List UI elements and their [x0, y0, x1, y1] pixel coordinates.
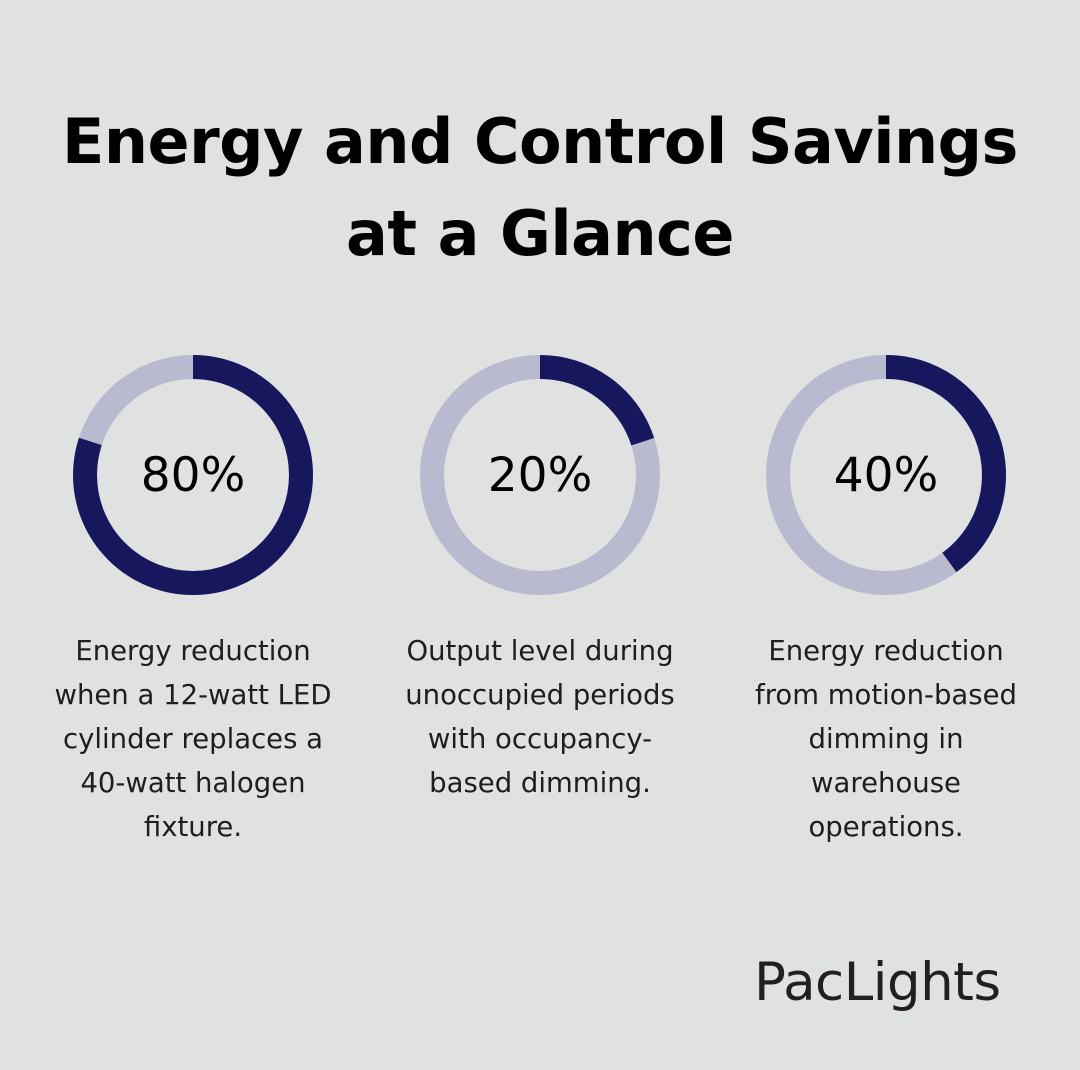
ring-icon [73, 355, 313, 595]
page-title: Energy and Control Savings at a Glance [0, 96, 1080, 280]
ring-icon [420, 355, 660, 595]
ring-icon [766, 355, 1006, 595]
percent-value: 80% [140, 447, 246, 503]
description-line: Energy reduction [768, 635, 1004, 667]
percent-value: 20% [487, 447, 593, 503]
title-line-1: Energy and Control Savings [62, 105, 1018, 178]
donut-chart-1: 80% [71, 353, 315, 597]
description-line: Output level during [406, 635, 674, 667]
description-line: 40-watt halogen [80, 767, 306, 799]
stat-card-2: 20% Output level during unoccupied perio… [380, 353, 700, 805]
description-line: based dimming. [429, 767, 651, 799]
description-line: warehouse [811, 767, 961, 799]
description-line: dimming in [808, 723, 964, 755]
description-line: Energy reduction [75, 635, 311, 667]
description-line: operations. [808, 811, 964, 843]
donut-chart-2: 20% [418, 353, 662, 597]
brand-logo: PacLights [754, 952, 1001, 1013]
stat-description: Energy reduction when a 12-watt LED cyli… [33, 629, 353, 849]
description-line: cylinder replaces a [62, 723, 324, 755]
description-line: unoccupied periods [405, 679, 675, 711]
title-line-2: at a Glance [346, 197, 734, 270]
description-line: with occupancy- [427, 723, 653, 755]
stat-card-1: 80% Energy reduction when a 12-watt LED … [33, 353, 353, 849]
donut-chart-3: 40% [764, 353, 1008, 597]
description-line: when a 12-watt LED [54, 679, 332, 711]
description-line: fixture. [143, 811, 243, 843]
stat-description: Energy reduction from motion-based dimmi… [726, 629, 1046, 849]
description-line: from motion-based [755, 679, 1017, 711]
stat-description: Output level during unoccupied periods w… [380, 629, 700, 805]
stat-card-3: 40% Energy reduction from motion-based d… [726, 353, 1046, 849]
percent-value: 40% [833, 447, 939, 503]
